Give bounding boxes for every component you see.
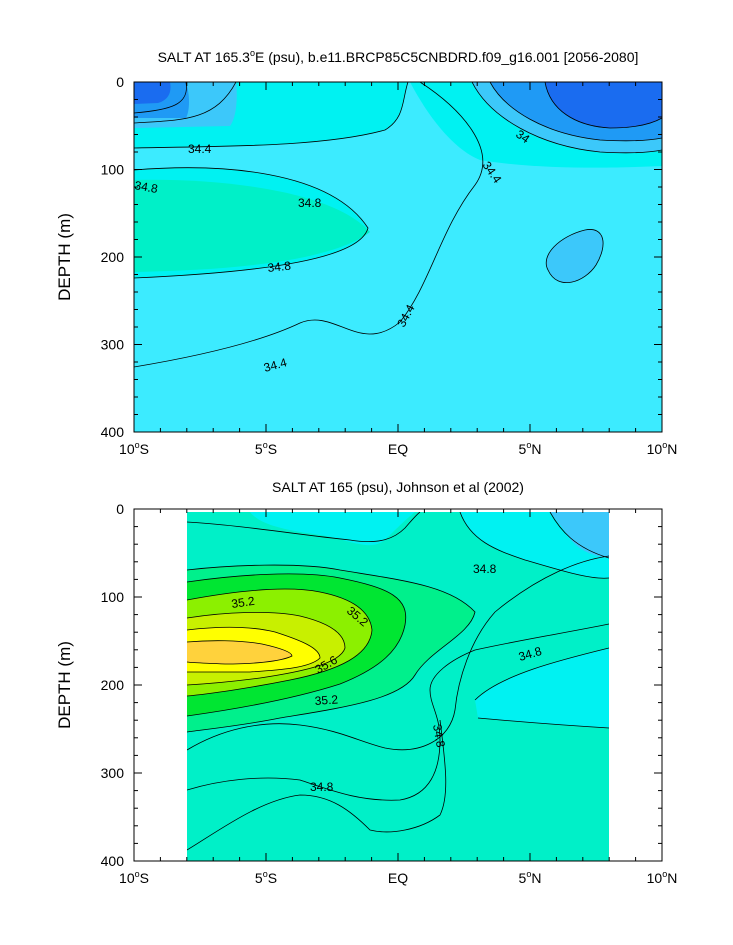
panel-1-region-fresh-pocket bbox=[546, 229, 604, 283]
y-tick-label: 300 bbox=[101, 765, 125, 781]
panel-1-plot-area: 34.4 34.8 34.8 34.8 34.4 34.4 34.4 34 bbox=[133, 82, 662, 432]
panel-1-contour-labels: 34.4 34.8 34.8 34.8 34.4 34.4 34.4 34 bbox=[133, 127, 533, 375]
y-tick-label: 0 bbox=[116, 501, 124, 517]
panel-2-contour-label: 35.2 bbox=[230, 594, 255, 611]
x-tick-label: 5oN bbox=[519, 440, 542, 457]
x-tick-label: 10oN bbox=[647, 440, 678, 457]
x-tick-label: 5oN bbox=[519, 869, 542, 886]
x-tick-label: 10oS bbox=[119, 869, 149, 886]
x-tick-label: EQ bbox=[388, 870, 408, 886]
panel-1-contour-label: 34.8 bbox=[267, 259, 292, 275]
panel-1-region-deep-blue-east bbox=[545, 82, 662, 128]
y-tick-label: 0 bbox=[116, 74, 124, 90]
y-tick-label: 400 bbox=[101, 424, 125, 440]
panel-2-region-cyan-north bbox=[187, 512, 609, 579]
y-tick-label: 200 bbox=[101, 677, 125, 693]
panel-2-contour-label: 35.2 bbox=[314, 692, 339, 708]
x-tick-label: EQ bbox=[388, 441, 408, 457]
x-tick-label: 5oS bbox=[255, 440, 277, 457]
panel-2-contour-lines bbox=[187, 512, 609, 851]
panel-1-region-high-salinity-core bbox=[134, 179, 370, 272]
panel-2-contour-label: 34.8 bbox=[473, 562, 497, 576]
panel-2-contour-label: 34.8 bbox=[310, 780, 334, 794]
panel-2-region-gold bbox=[187, 640, 292, 664]
panel-2-region-cyan-surface bbox=[187, 512, 415, 546]
panel-1-contour-lines bbox=[134, 82, 662, 368]
panel-2: SALT AT 165 (psu), Johnson et al (2002) bbox=[55, 479, 677, 886]
panel-1-region-deep-blue-west bbox=[134, 82, 171, 104]
panel-2-title: SALT AT 165 (psu), Johnson et al (2002) bbox=[272, 479, 524, 495]
panel-2-plot-area: 35.2 35.2 35.6 35.2 34.8 34.8 34.8 34.8 bbox=[187, 512, 609, 861]
panel-2-contour-label: 34.8 bbox=[430, 723, 448, 749]
x-tick-label: 10oS bbox=[119, 440, 149, 457]
panel-1-contour-label: 34.8 bbox=[298, 196, 322, 210]
y-tick-label: 100 bbox=[101, 589, 125, 605]
panel-1-title: SALT AT 165.3oE (psu), b.e11.BRCP85C5CNB… bbox=[158, 48, 639, 65]
y-tick-label: 100 bbox=[101, 162, 125, 178]
panel-2-ylabel: DEPTH (m) bbox=[55, 641, 74, 729]
panel-1-contour-label: 34.8 bbox=[133, 178, 159, 196]
panel-1-contour-label: 34.4 bbox=[262, 355, 288, 375]
panel-2-region-cyan-east bbox=[475, 648, 609, 728]
panel-1-contour-label: 34.4 bbox=[188, 142, 212, 156]
panel-1-ylabel: DEPTH (m) bbox=[55, 213, 74, 301]
panel-2-region-sky-northeast bbox=[550, 512, 609, 558]
panel-2-contour-label: 34.8 bbox=[517, 644, 544, 664]
y-tick-label: 300 bbox=[101, 337, 125, 353]
x-tick-label: 10oN bbox=[647, 869, 678, 886]
y-tick-label: 200 bbox=[101, 249, 125, 265]
y-tick-label: 400 bbox=[101, 853, 125, 869]
x-tick-label: 5oS bbox=[255, 869, 277, 886]
panel-1: SALT AT 165.3oE (psu), b.e11.BRCP85C5CNB… bbox=[55, 48, 677, 457]
